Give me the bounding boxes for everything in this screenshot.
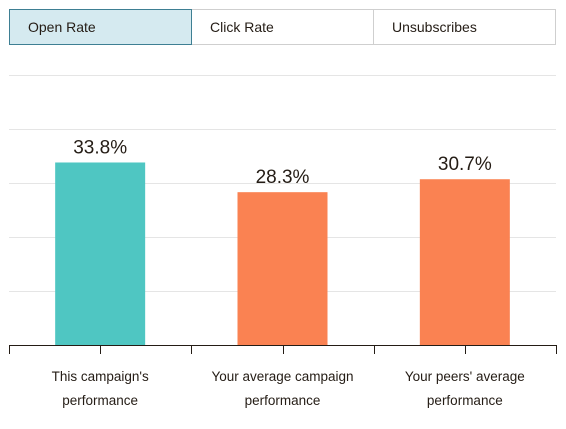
data-label: 30.7% — [438, 154, 492, 175]
tab-click-rate[interactable]: Click Rate — [192, 9, 374, 45]
bar — [419, 179, 510, 345]
category-label: Your peers' average performance — [405, 369, 525, 408]
category-label: Your average campaign performance — [211, 369, 353, 408]
tab-open-rate[interactable]: Open Rate — [9, 9, 192, 45]
bar — [237, 192, 328, 345]
data-label: 28.3% — [256, 167, 310, 188]
bar — [55, 162, 146, 345]
metric-tabs: Open Rate Click Rate Unsubscribes — [9, 9, 556, 45]
tab-unsubscribes[interactable]: Unsubscribes — [374, 9, 556, 45]
data-label: 33.8% — [73, 137, 127, 158]
category-label: This campaign's performance — [52, 369, 149, 408]
